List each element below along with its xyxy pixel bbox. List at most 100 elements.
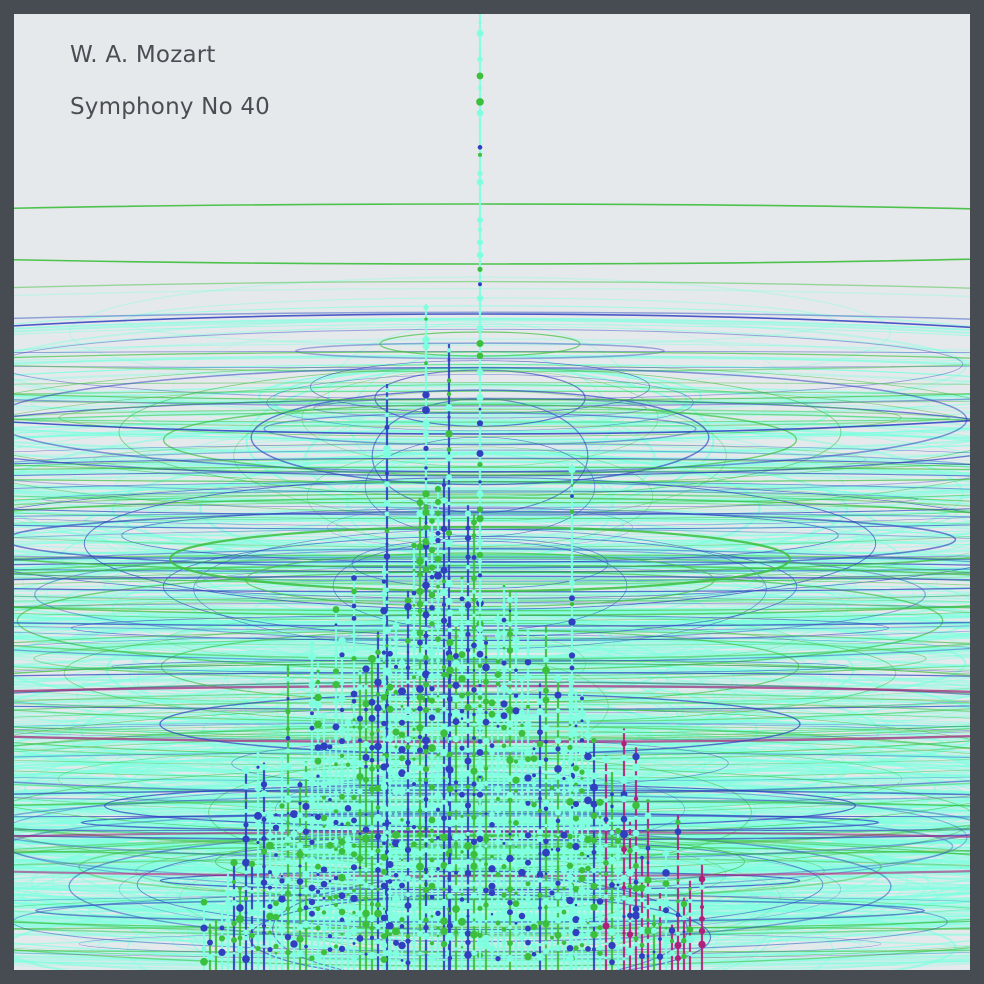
- note-bead: [465, 554, 471, 560]
- note-bead: [524, 832, 532, 839]
- note-bead: [398, 841, 406, 849]
- note-bead: [476, 29, 484, 37]
- note-bead: [472, 712, 476, 717]
- note-bead: [310, 813, 314, 817]
- note-bead: [304, 797, 308, 801]
- note-bead: [334, 755, 338, 759]
- note-bead: [477, 227, 483, 232]
- note-bead: [255, 909, 261, 916]
- note-bead: [573, 707, 579, 713]
- note-bead: [447, 415, 451, 419]
- note-bead: [514, 943, 518, 948]
- note-bead: [549, 868, 555, 874]
- note-bead: [459, 897, 465, 902]
- note-bead: [459, 728, 465, 733]
- note-bead: [249, 932, 255, 939]
- note-bead: [500, 700, 508, 708]
- note-bead: [502, 841, 506, 845]
- note-bead: [562, 804, 566, 808]
- note-bead: [447, 561, 451, 565]
- note-bead: [477, 145, 483, 150]
- note-bead: [476, 98, 484, 106]
- note-bead: [422, 611, 430, 619]
- note-bead: [388, 843, 392, 846]
- note-bead: [544, 632, 548, 636]
- note-bead: [302, 887, 310, 895]
- note-bead: [452, 620, 460, 627]
- note-bead: [236, 904, 244, 912]
- note-bead: [255, 792, 261, 798]
- note-bead: [412, 736, 416, 740]
- note-bead: [570, 494, 574, 498]
- note-bead: [531, 801, 537, 808]
- note-bead: [472, 793, 476, 797]
- note-bead: [484, 656, 488, 659]
- note-bead: [640, 855, 644, 860]
- note-bead: [476, 625, 484, 633]
- note-bead: [416, 669, 424, 677]
- note-bead: [328, 879, 332, 883]
- note-bead: [454, 789, 458, 793]
- note-bead: [333, 819, 339, 825]
- note-bead: [434, 485, 442, 493]
- note-bead: [482, 663, 490, 672]
- note-bead: [446, 638, 454, 647]
- note-bead: [441, 482, 447, 488]
- note-bead: [483, 902, 489, 908]
- note-bead: [567, 916, 573, 922]
- note-bead: [406, 650, 410, 654]
- note-bead: [255, 945, 261, 952]
- note-bead: [345, 872, 351, 879]
- note-bead: [440, 566, 448, 574]
- note-bead: [452, 695, 460, 703]
- note-bead: [578, 887, 586, 896]
- note-bead: [418, 531, 422, 534]
- note-bead: [646, 799, 650, 803]
- note-bead: [464, 902, 472, 910]
- note-bead: [314, 847, 322, 855]
- note-bead: [496, 647, 500, 651]
- note-bead: [296, 950, 304, 958]
- note-bead: [268, 803, 272, 807]
- note-bead: [236, 915, 244, 923]
- note-bead: [430, 659, 434, 663]
- note-bead: [555, 818, 561, 824]
- note-bead: [380, 868, 388, 875]
- note-bead: [435, 707, 441, 713]
- note-bead: [423, 681, 429, 688]
- note-bead: [544, 872, 548, 876]
- note-bead: [460, 801, 464, 806]
- note-bead: [328, 852, 332, 856]
- note-bead: [478, 683, 482, 688]
- note-bead: [614, 827, 622, 834]
- note-bead: [322, 824, 326, 828]
- note-bead: [447, 796, 453, 802]
- note-bead: [363, 896, 369, 902]
- note-bead: [243, 822, 249, 828]
- note-bead: [542, 897, 550, 905]
- note-bead: [627, 912, 633, 919]
- note-bead: [519, 790, 525, 796]
- note-bead: [609, 830, 615, 835]
- note-bead: [484, 790, 488, 794]
- note-bead: [484, 919, 488, 923]
- note-bead: [573, 858, 579, 864]
- note-bead: [268, 863, 272, 867]
- note-bead: [544, 770, 548, 775]
- note-bead: [219, 925, 225, 931]
- note-bead: [464, 535, 472, 542]
- note-bead: [416, 724, 424, 732]
- note-bead: [604, 917, 608, 921]
- note-bead: [376, 714, 380, 717]
- note-bead: [508, 871, 512, 874]
- note-bead: [368, 698, 376, 706]
- note-bead: [688, 887, 692, 891]
- note-bead: [386, 734, 394, 743]
- note-bead: [327, 806, 333, 812]
- note-bead: [261, 923, 267, 928]
- note-bead: [380, 942, 388, 949]
- note-bead: [430, 914, 434, 918]
- note-bead: [465, 691, 471, 697]
- note-bead: [489, 822, 495, 828]
- note-bead: [477, 739, 483, 744]
